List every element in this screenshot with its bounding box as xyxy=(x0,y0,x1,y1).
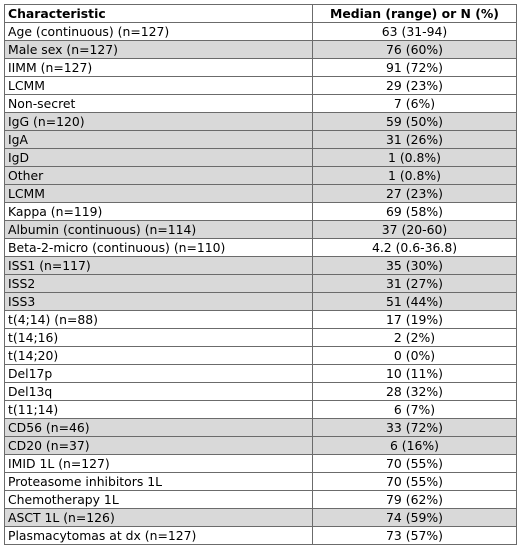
table-row: Beta-2-micro (continuous) (n=110) 4.2 (0.… xyxy=(4,238,517,257)
table-row: Kappa (n=119) 69 (58%) xyxy=(4,202,517,221)
row-characteristic: IMID 1L (n=127) xyxy=(4,454,313,473)
table-row: IIMM (n=127) 91 (72%) xyxy=(4,58,517,77)
row-characteristic: Proteasome inhibitors 1L xyxy=(4,472,313,491)
row-value: 70 (55%) xyxy=(312,472,517,491)
table-row: t(14;16) 2 (2%) xyxy=(4,328,517,347)
row-characteristic: Age (continuous) (n=127) xyxy=(4,22,313,41)
table-row: t(4;14) (n=88) 17 (19%) xyxy=(4,310,517,329)
row-characteristic: LCMM xyxy=(4,184,313,203)
row-value: 69 (58%) xyxy=(312,202,517,221)
row-characteristic: t(14;16) xyxy=(4,328,313,347)
row-characteristic: IIMM (n=127) xyxy=(4,58,313,77)
row-characteristic: t(4;14) (n=88) xyxy=(4,310,313,329)
row-characteristic: Albumin (continuous) (n=114) xyxy=(4,220,313,239)
row-value: 1 (0.8%) xyxy=(312,148,517,167)
table-header-row: Characteristic Median (range) or N (%) xyxy=(4,4,517,23)
table-row: ISS2 31 (27%) xyxy=(4,274,517,293)
table-row: Other 1 (0.8%) xyxy=(4,166,517,185)
row-value: 7 (6%) xyxy=(312,94,517,113)
row-characteristic: Plasmacytomas at dx (n=127) xyxy=(4,526,313,545)
row-value: 73 (57%) xyxy=(312,526,517,545)
table-row: t(11;14) 6 (7%) xyxy=(4,400,517,419)
row-value: 70 (55%) xyxy=(312,454,517,473)
row-value: 91 (72%) xyxy=(312,58,517,77)
table-row: Del17p 10 (11%) xyxy=(4,364,517,383)
table-body: Age (continuous) (n=127) 63 (31-94) Male s… xyxy=(4,22,517,545)
row-characteristic: ISS1 (n=117) xyxy=(4,256,313,275)
row-characteristic: Del13q xyxy=(4,382,313,401)
row-value: 27 (23%) xyxy=(312,184,517,203)
row-value: 37 (20-60) xyxy=(312,220,517,239)
row-value: 28 (32%) xyxy=(312,382,517,401)
table-row: IgD 1 (0.8%) xyxy=(4,148,517,167)
row-characteristic: CD56 (n=46) xyxy=(4,418,313,437)
row-value: 35 (30%) xyxy=(312,256,517,275)
row-characteristic: ISS2 xyxy=(4,274,313,293)
table-row: LCMM 27 (23%) xyxy=(4,184,517,203)
row-characteristic: IgA xyxy=(4,130,313,149)
row-value: 79 (62%) xyxy=(312,490,517,509)
row-characteristic: LCMM xyxy=(4,76,313,95)
table-row: Age (continuous) (n=127) 63 (31-94) xyxy=(4,22,517,41)
table-row: CD20 (n=37) 6 (16%) xyxy=(4,436,517,455)
row-characteristic: Del17p xyxy=(4,364,313,383)
table-row: Male sex (n=127) 76 (60%) xyxy=(4,40,517,59)
row-value: 33 (72%) xyxy=(312,418,517,437)
row-value: 29 (23%) xyxy=(312,76,517,95)
row-value: 31 (27%) xyxy=(312,274,517,293)
row-characteristic: IgD xyxy=(4,148,313,167)
table-row: Plasmacytomas at dx (n=127) 73 (57%) xyxy=(4,526,517,545)
table-row: Proteasome inhibitors 1L 70 (55%) xyxy=(4,472,517,491)
table-row: CD56 (n=46) 33 (72%) xyxy=(4,418,517,437)
row-value: 51 (44%) xyxy=(312,292,517,311)
row-value: 76 (60%) xyxy=(312,40,517,59)
row-characteristic: IgG (n=120) xyxy=(4,112,313,131)
characteristics-table-container: Characteristic Median (range) or N (%) A… xyxy=(4,4,517,545)
row-value: 31 (26%) xyxy=(312,130,517,149)
row-characteristic: Non-secret xyxy=(4,94,313,113)
row-value: 10 (11%) xyxy=(312,364,517,383)
row-value: 1 (0.8%) xyxy=(312,166,517,185)
table-row: ISS1 (n=117) 35 (30%) xyxy=(4,256,517,275)
table-row: IMID 1L (n=127) 70 (55%) xyxy=(4,454,517,473)
table-row: IgG (n=120) 59 (50%) xyxy=(4,112,517,131)
row-characteristic: Chemotherapy 1L xyxy=(4,490,313,509)
table-row: Albumin (continuous) (n=114) 37 (20-60) xyxy=(4,220,517,239)
row-value: 59 (50%) xyxy=(312,112,517,131)
table-row: ASCT 1L (n=126) 74 (59%) xyxy=(4,508,517,527)
table-row: LCMM 29 (23%) xyxy=(4,76,517,95)
row-characteristic: Other xyxy=(4,166,313,185)
table-row: Chemotherapy 1L 79 (62%) xyxy=(4,490,517,509)
table-row: ISS3 51 (44%) xyxy=(4,292,517,311)
header-median-range: Median (range) or N (%) xyxy=(312,4,517,23)
row-characteristic: Kappa (n=119) xyxy=(4,202,313,221)
row-characteristic: Male sex (n=127) xyxy=(4,40,313,59)
header-characteristic: Characteristic xyxy=(4,4,313,23)
table-row: Del13q 28 (32%) xyxy=(4,382,517,401)
table-row: Non-secret 7 (6%) xyxy=(4,94,517,113)
row-characteristic: t(14;20) xyxy=(4,346,313,365)
row-characteristic: Beta-2-micro (continuous) (n=110) xyxy=(4,238,313,257)
row-value: 74 (59%) xyxy=(312,508,517,527)
row-value: 63 (31-94) xyxy=(312,22,517,41)
table-row: IgA 31 (26%) xyxy=(4,130,517,149)
row-characteristic: t(11;14) xyxy=(4,400,313,419)
row-value: 2 (2%) xyxy=(312,328,517,347)
row-characteristic: ASCT 1L (n=126) xyxy=(4,508,313,527)
row-characteristic: CD20 (n=37) xyxy=(4,436,313,455)
row-value: 6 (16%) xyxy=(312,436,517,455)
characteristics-table: Characteristic Median (range) or N (%) A… xyxy=(4,4,517,545)
table-row: t(14;20) 0 (0%) xyxy=(4,346,517,365)
row-value: 4.2 (0.6-36.8) xyxy=(312,238,517,257)
row-characteristic: ISS3 xyxy=(4,292,313,311)
row-value: 0 (0%) xyxy=(312,346,517,365)
row-value: 6 (7%) xyxy=(312,400,517,419)
row-value: 17 (19%) xyxy=(312,310,517,329)
